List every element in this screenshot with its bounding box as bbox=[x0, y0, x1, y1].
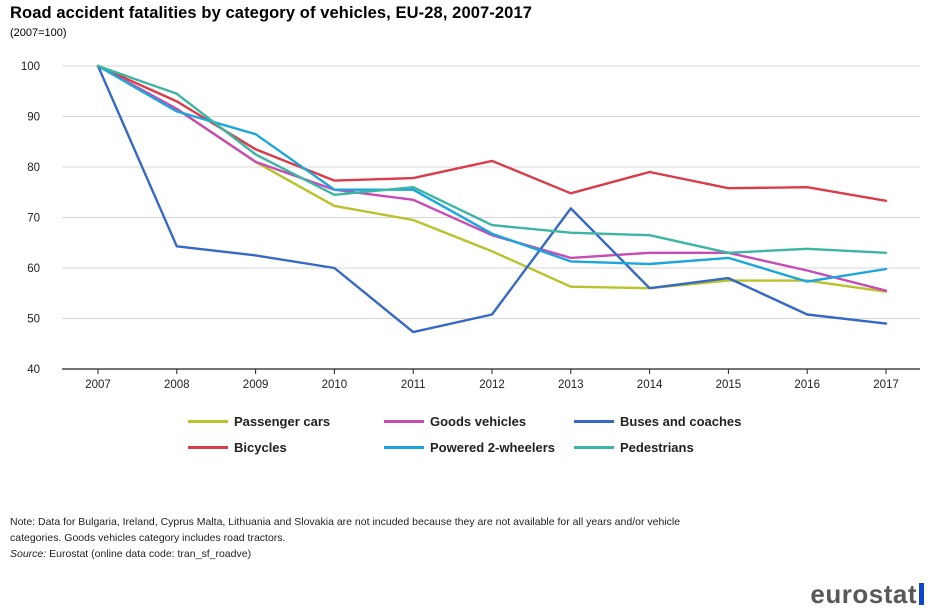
series-line-powered-2-wheelers bbox=[96, 64, 888, 283]
legend-item-bicycles: Bicycles bbox=[188, 438, 287, 456]
y-tick-label-100: 100 bbox=[21, 61, 40, 73]
legend-item-goods-vehicles: Goods vehicles bbox=[384, 412, 526, 430]
legend-swatch-powered-2-wheelers bbox=[384, 445, 424, 449]
eurostat-logo: eurostat bbox=[810, 579, 924, 610]
y-tick-label-40: 40 bbox=[27, 364, 40, 376]
legend-swatch-pedestrians bbox=[574, 445, 614, 449]
x-tick-label-2017: 2017 bbox=[873, 379, 899, 391]
legend-item-buses-and-coaches: Buses and coaches bbox=[574, 412, 741, 430]
legend-item-passenger-cars: Passenger cars bbox=[188, 412, 330, 430]
note-line-2: categories. Goods vehicles category incl… bbox=[10, 532, 286, 544]
series-line-buses-and-coaches bbox=[96, 64, 888, 334]
x-tick-label-2010: 2010 bbox=[322, 379, 348, 391]
legend-label-powered-2-wheelers: Powered 2-wheelers bbox=[430, 439, 555, 455]
y-tick-label-60: 60 bbox=[27, 263, 40, 275]
x-tick-label-2016: 2016 bbox=[794, 379, 820, 391]
y-tick-label-80: 80 bbox=[27, 162, 40, 174]
x-tick-label-2012: 2012 bbox=[479, 379, 505, 391]
y-tick-label-90: 90 bbox=[27, 112, 40, 124]
legend-swatch-buses-and-coaches bbox=[574, 419, 614, 423]
legend-label-bicycles: Bicycles bbox=[234, 439, 287, 455]
series-line-passenger-cars bbox=[96, 64, 888, 293]
legend-swatch-bicycles bbox=[188, 445, 228, 449]
source-label: Source: bbox=[10, 548, 47, 560]
y-tick-label-50: 50 bbox=[27, 314, 40, 326]
y-tick-label-70: 70 bbox=[27, 213, 40, 225]
x-tick-label-2013: 2013 bbox=[558, 379, 584, 391]
x-tick-label-2014: 2014 bbox=[637, 379, 663, 391]
legend-item-powered-2-wheelers: Powered 2-wheelers bbox=[384, 438, 555, 456]
legend-label-pedestrians: Pedestrians bbox=[620, 439, 694, 455]
source-text: Eurostat (online data code: tran_sf_road… bbox=[46, 548, 252, 560]
source-line: Source: Eurostat (online data code: tran… bbox=[10, 546, 922, 562]
legend-swatch-passenger-cars bbox=[188, 419, 228, 423]
x-tick-label-2009: 2009 bbox=[243, 379, 269, 391]
legend-swatch-goods-vehicles bbox=[384, 419, 424, 423]
logo-bar bbox=[919, 583, 924, 605]
x-tick-label-2011: 2011 bbox=[401, 379, 426, 391]
logo-text: eurostat bbox=[810, 579, 917, 609]
chart-title: Road accident fatalities by category of … bbox=[10, 4, 532, 22]
series-line-bicycles bbox=[96, 64, 888, 203]
legend-label-passenger-cars: Passenger cars bbox=[234, 413, 331, 429]
x-tick-label-2008: 2008 bbox=[164, 379, 190, 391]
legend-label-buses-and-coaches: Buses and coaches bbox=[620, 413, 742, 429]
note-line-1: Note: Data for Bulgaria, Ireland, Cyprus… bbox=[10, 516, 681, 528]
legend-item-pedestrians: Pedestrians bbox=[574, 438, 694, 456]
chart-subtitle: (2007=100) bbox=[10, 27, 67, 39]
line-chart: 40 50 60 70 80 90 100 2007 2008 2009 2010 2011 2012 2… bbox=[21, 61, 920, 391]
series-line-goods-vehicles bbox=[96, 64, 888, 292]
legend-label-goods-vehicles: Goods vehicles bbox=[430, 413, 527, 429]
x-tick-label-2015: 2015 bbox=[716, 379, 742, 391]
series-line-pedestrians bbox=[96, 64, 888, 255]
chart-note: Note: Data for Bulgaria, Ireland, Cyprus… bbox=[10, 514, 922, 562]
x-tick-label-2007: 2007 bbox=[85, 379, 111, 391]
